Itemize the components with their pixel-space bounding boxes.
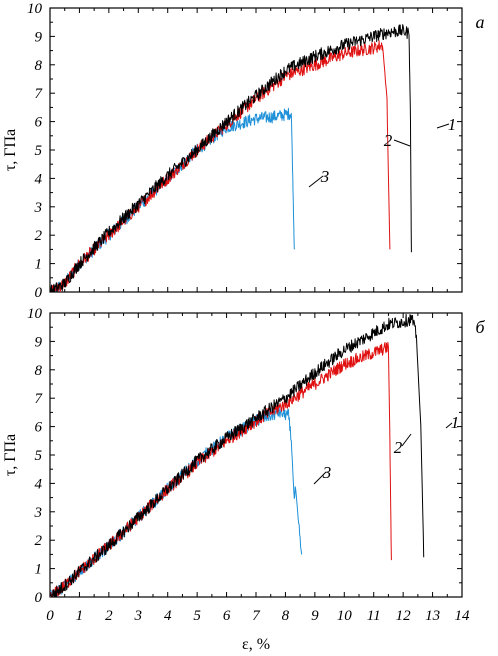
y-tick-label: 4 [35, 171, 43, 187]
series-line-1 [50, 313, 425, 597]
y-tick-label: 6 [35, 420, 43, 436]
panel-letter: б [475, 317, 485, 337]
curve-label-3: 3 [322, 463, 332, 482]
x-tick-label: 0 [46, 608, 54, 624]
y-tick-label: 7 [35, 86, 44, 102]
y-tick-label: 7 [35, 391, 44, 407]
y-tick-label: 1 [35, 562, 43, 578]
y-tick-label: 10 [27, 306, 43, 322]
y-tick-label: 6 [35, 115, 43, 131]
x-tick-label: 11 [367, 608, 381, 624]
x-tick-label: 12 [396, 608, 412, 624]
curve-label-3: 3 [320, 167, 330, 186]
y-tick-label: 4 [35, 476, 43, 492]
x-tick-label: 2 [105, 608, 113, 624]
plot-frame [49, 7, 463, 293]
y-tick-label: 0 [35, 590, 43, 606]
curve-leader-line [436, 123, 450, 129]
curve-leader-line [445, 422, 453, 429]
x-tick-label: 4 [164, 608, 172, 624]
curve-leader-line [393, 139, 411, 147]
curve-label-2: 2 [394, 438, 403, 457]
x-tick-label: 14 [455, 608, 471, 624]
y-tick-label: 5 [35, 143, 43, 159]
series-line-3 [50, 107, 295, 292]
curve-leader-line [401, 433, 412, 447]
x-tick-label: 9 [311, 608, 319, 624]
y-tick-label: 2 [35, 533, 43, 549]
y-tick-label: 5 [35, 448, 43, 464]
series-line-2 [50, 40, 391, 292]
x-axis-title: ε, % [242, 636, 270, 653]
x-tick-label: 5 [193, 608, 201, 624]
y-tick-label: 2 [35, 228, 43, 244]
y-tick-label: 9 [35, 29, 43, 45]
y-tick-label: 10 [27, 1, 43, 17]
curve-label-1: 1 [451, 413, 460, 432]
x-tick-label: 1 [76, 608, 84, 624]
x-tick-label: 10 [337, 608, 353, 624]
y-tick-label: 8 [35, 58, 43, 74]
y-tick-label: 3 [34, 200, 43, 216]
x-tick-label: 8 [282, 608, 290, 624]
y-tick-label: 1 [35, 257, 43, 273]
panel-letter: а [476, 12, 485, 32]
series-line-1 [50, 24, 412, 292]
series-line-3 [50, 406, 303, 597]
curve-label-1: 1 [448, 115, 457, 134]
curve-leader-line [308, 175, 324, 188]
curve-label-2: 2 [384, 131, 393, 150]
y-axis-title: τ, ГПа [2, 434, 19, 476]
x-tick-label: 7 [252, 608, 261, 624]
chart-panel-a: 0 1 2 3 4 5 6 7 8 9 10 τ, ГПа а 1 2 3 [2, 1, 485, 301]
curve-leader-line [313, 471, 327, 485]
x-tick-label: 13 [425, 608, 440, 624]
y-axis-title: τ, ГПа [2, 129, 19, 171]
y-tick-label: 3 [34, 505, 43, 521]
y-tick-label: 0 [35, 285, 43, 301]
x-tick-label: 6 [223, 608, 231, 624]
y-tick-label: 9 [35, 334, 43, 350]
series-line-2 [50, 341, 392, 597]
y-tick-label: 8 [35, 363, 43, 379]
x-tick-label: 3 [134, 608, 143, 624]
